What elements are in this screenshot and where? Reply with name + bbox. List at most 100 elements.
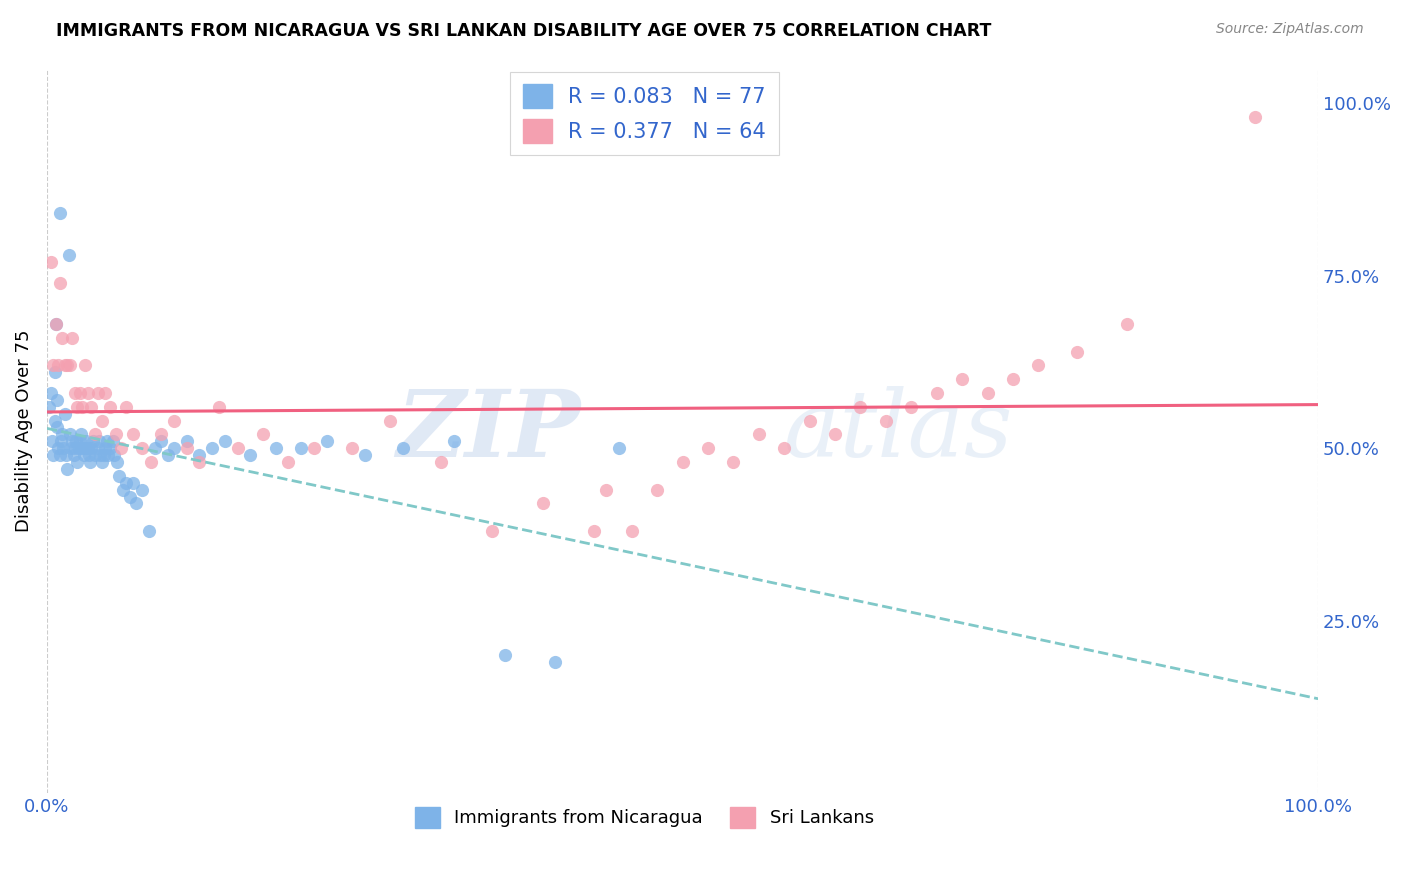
Point xyxy=(58,248,80,262)
Point xyxy=(340,441,363,455)
Point xyxy=(73,448,96,462)
Point xyxy=(163,414,186,428)
Point xyxy=(90,455,112,469)
Point xyxy=(125,496,148,510)
Point xyxy=(46,441,69,455)
Point xyxy=(55,448,77,462)
Point xyxy=(87,386,110,401)
Point xyxy=(101,434,124,449)
Point xyxy=(378,414,401,428)
Point xyxy=(73,441,96,455)
Point xyxy=(66,455,89,469)
Point xyxy=(950,372,973,386)
Point xyxy=(45,317,67,331)
Point xyxy=(824,427,846,442)
Point xyxy=(131,441,153,455)
Point xyxy=(48,448,70,462)
Point xyxy=(697,441,720,455)
Text: Source: ZipAtlas.com: Source: ZipAtlas.com xyxy=(1216,22,1364,37)
Point xyxy=(48,206,70,220)
Point xyxy=(188,448,211,462)
Point xyxy=(1066,344,1088,359)
Point xyxy=(42,359,65,373)
Point xyxy=(80,400,103,414)
Point xyxy=(52,441,75,455)
Point xyxy=(302,441,325,455)
Legend: Immigrants from Nicaragua, Sri Lankans: Immigrants from Nicaragua, Sri Lankans xyxy=(408,800,882,835)
Point xyxy=(645,483,668,497)
Point xyxy=(66,400,89,414)
Point xyxy=(94,386,117,401)
Point xyxy=(607,441,630,455)
Point xyxy=(176,434,198,449)
Point xyxy=(114,400,136,414)
Point xyxy=(122,475,145,490)
Point xyxy=(875,414,897,428)
Point xyxy=(131,483,153,497)
Point xyxy=(44,414,66,428)
Point xyxy=(97,448,120,462)
Point xyxy=(51,427,73,442)
Point xyxy=(723,455,745,469)
Point xyxy=(69,434,91,449)
Point xyxy=(773,441,796,455)
Point xyxy=(1243,110,1265,124)
Point xyxy=(76,386,98,401)
Point xyxy=(46,392,69,407)
Y-axis label: Disability Age Over 75: Disability Age Over 75 xyxy=(15,330,32,533)
Point xyxy=(56,462,79,476)
Point xyxy=(163,441,186,455)
Point xyxy=(849,400,872,414)
Point xyxy=(87,434,110,449)
Point xyxy=(290,441,312,455)
Point xyxy=(73,359,96,373)
Point xyxy=(443,434,465,449)
Point xyxy=(75,434,97,449)
Point xyxy=(56,359,79,373)
Point xyxy=(53,359,76,373)
Point xyxy=(122,427,145,442)
Point xyxy=(82,434,104,449)
Point xyxy=(494,648,516,663)
Point xyxy=(110,441,132,455)
Point xyxy=(925,386,948,401)
Point xyxy=(150,427,173,442)
Point xyxy=(63,441,86,455)
Point xyxy=(976,386,998,401)
Point xyxy=(90,414,112,428)
Point xyxy=(79,455,101,469)
Point xyxy=(531,496,554,510)
Point xyxy=(252,427,274,442)
Point xyxy=(76,441,98,455)
Point xyxy=(264,441,287,455)
Point xyxy=(72,400,94,414)
Point xyxy=(39,386,62,401)
Point xyxy=(176,441,198,455)
Point xyxy=(51,331,73,345)
Point xyxy=(239,448,262,462)
Point xyxy=(100,400,122,414)
Point xyxy=(353,448,375,462)
Point xyxy=(93,448,115,462)
Point xyxy=(100,441,122,455)
Point xyxy=(105,455,128,469)
Point xyxy=(60,441,83,455)
Point xyxy=(156,448,179,462)
Point xyxy=(799,414,821,428)
Point xyxy=(207,400,229,414)
Point xyxy=(67,441,90,455)
Point xyxy=(118,490,141,504)
Point xyxy=(226,441,249,455)
Point xyxy=(481,524,503,538)
Text: ZIP: ZIP xyxy=(396,386,581,476)
Point xyxy=(63,386,86,401)
Point xyxy=(84,448,107,462)
Point xyxy=(430,455,453,469)
Point xyxy=(48,276,70,290)
Point xyxy=(277,455,299,469)
Point xyxy=(114,475,136,490)
Point xyxy=(671,455,693,469)
Point xyxy=(188,455,211,469)
Point xyxy=(39,255,62,269)
Point xyxy=(46,359,69,373)
